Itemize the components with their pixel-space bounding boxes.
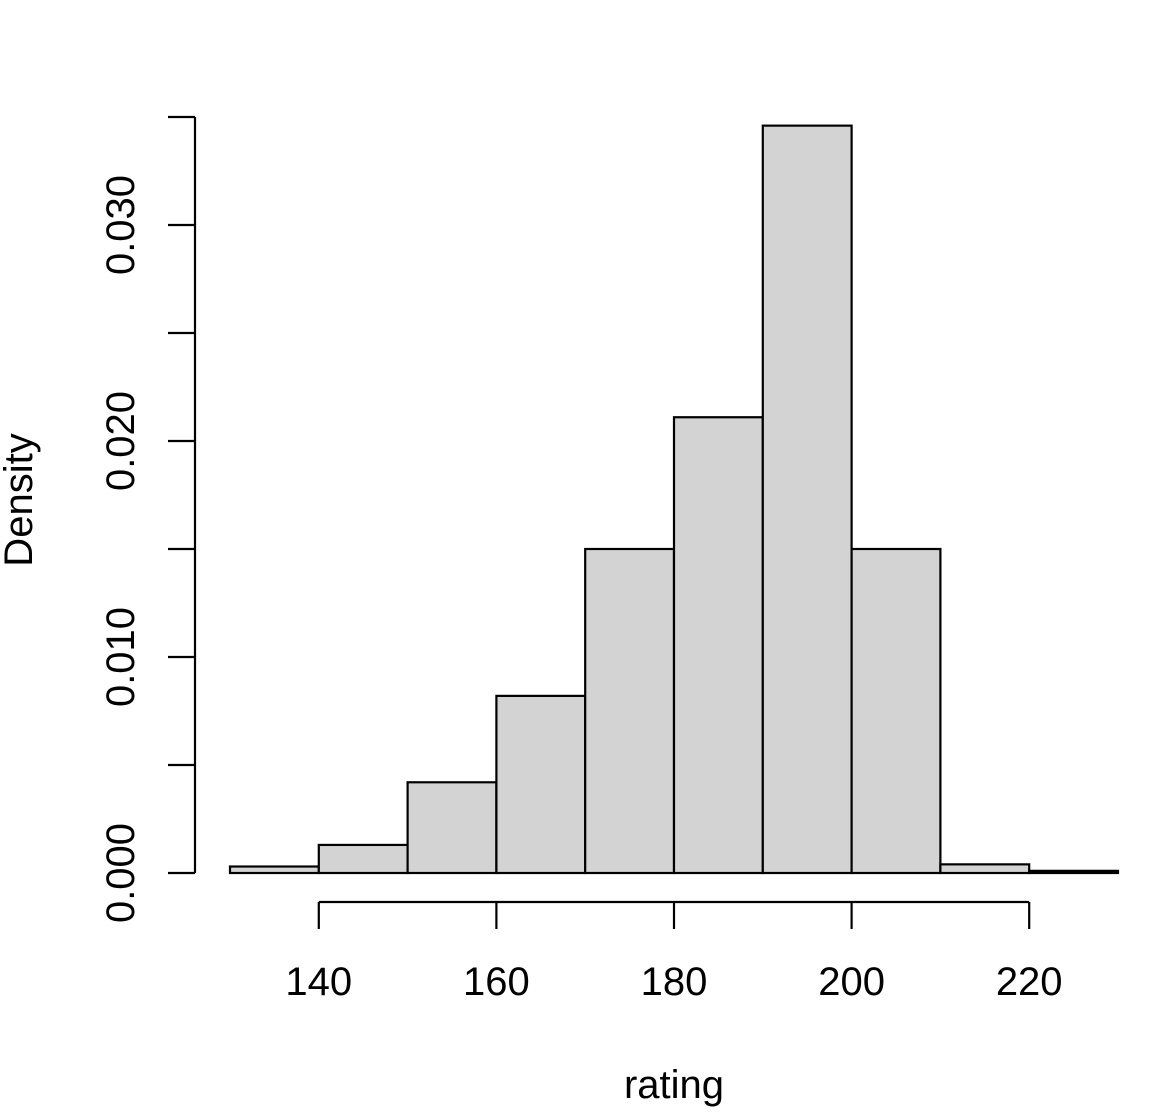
- y-tick-label: 0.030: [99, 175, 143, 275]
- histogram-bar-170-180: [585, 549, 674, 873]
- x-tick-label: 180: [641, 960, 708, 1004]
- y-axis-title: Density: [0, 433, 41, 566]
- x-tick-label: 220: [996, 960, 1063, 1004]
- y-tick-label: 0.020: [99, 391, 143, 491]
- histogram-bar-190-200: [763, 126, 852, 873]
- histogram-bar-160-170: [496, 696, 585, 873]
- x-axis: 140 160 180 200 220: [285, 902, 1062, 1004]
- x-tick-label: 140: [285, 960, 352, 1004]
- histogram-bar-200-210: [852, 549, 941, 873]
- y-tick-label: 0.010: [99, 607, 143, 707]
- histogram-bar-150-160: [408, 782, 497, 873]
- histogram-bar-220-230: [1029, 871, 1118, 873]
- x-tick-label: 160: [463, 960, 530, 1004]
- x-axis-title: rating: [624, 1063, 724, 1107]
- histogram-bar-140-150: [319, 845, 408, 873]
- y-axis: 0.000 0.010 0.020 0.030: [99, 117, 195, 923]
- y-tick-label: 0.000: [99, 823, 143, 923]
- histogram-bar-130-140: [230, 867, 319, 873]
- histogram-bar-180-190: [674, 417, 763, 873]
- x-tick-label: 200: [818, 960, 885, 1004]
- bars-group: [230, 126, 1118, 873]
- histogram-bar-210-220: [940, 864, 1029, 873]
